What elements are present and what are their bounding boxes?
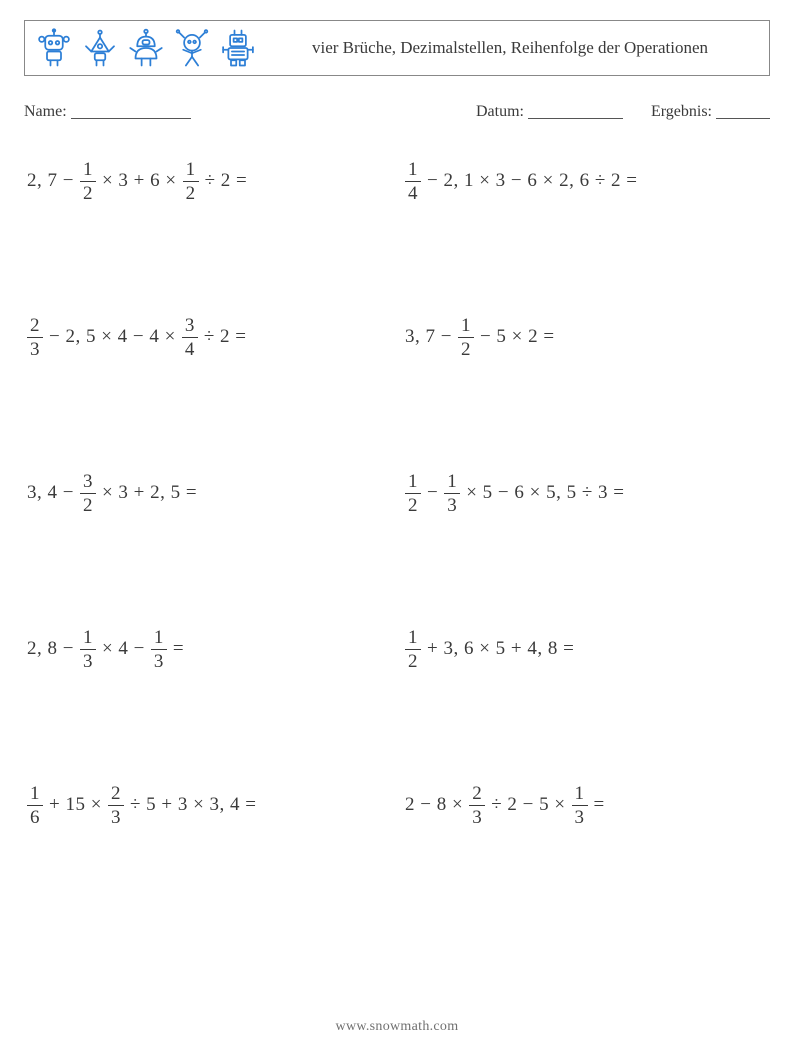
expr-text: 3, 7 − <box>402 326 455 348</box>
robot-icon <box>217 27 259 69</box>
fraction: 14 <box>405 160 421 203</box>
fraction-denominator: 3 <box>469 805 485 827</box>
fraction-numerator: 2 <box>27 316 43 337</box>
header-icons <box>33 27 259 69</box>
expr-text: 3, 4 − <box>24 482 77 504</box>
date-field: Datum: <box>476 100 623 121</box>
fraction: 13 <box>444 472 460 515</box>
problem: 2, 7 −12× 3 + 6 ×12÷ 2 = <box>24 156 392 206</box>
fraction-numerator: 1 <box>405 472 421 493</box>
expr-text: − 2, 5 × 4 − 4 × <box>46 326 179 348</box>
fraction-numerator: 1 <box>405 160 421 181</box>
expr-text: 2, 7 − <box>24 170 77 192</box>
problem: 2 − 8 ×23÷ 2 − 5 ×13= <box>402 780 770 830</box>
expr-text: ÷ 2 = <box>202 170 251 192</box>
fraction: 13 <box>572 784 588 827</box>
robot-icon <box>33 27 75 69</box>
fraction-numerator: 1 <box>80 628 96 649</box>
robot-icon <box>171 27 213 69</box>
robot-icon <box>125 27 167 69</box>
fraction-numerator: 3 <box>182 316 198 337</box>
fraction-denominator: 3 <box>27 337 43 359</box>
expr-text: + 15 × <box>46 794 105 816</box>
fraction-numerator: 1 <box>183 160 199 181</box>
footer-link: www.snowmath.com <box>0 1019 794 1035</box>
problem: 3, 4 −32× 3 + 2, 5 = <box>24 468 392 518</box>
expr-text: + 3, 6 × 5 + 4, 8 = <box>424 638 577 660</box>
fraction-numerator: 2 <box>469 784 485 805</box>
fraction: 23 <box>469 784 485 827</box>
problem: 12+ 3, 6 × 5 + 4, 8 = <box>402 624 770 674</box>
fraction: 12 <box>183 160 199 203</box>
date-blank <box>528 103 623 119</box>
fraction-denominator: 4 <box>182 337 198 359</box>
expr-text: 2 − 8 × <box>402 794 466 816</box>
result-label: Ergebnis: <box>651 103 712 120</box>
meta-row: Name: Datum: Ergebnis: <box>24 100 770 121</box>
fraction: 13 <box>151 628 167 671</box>
fraction-numerator: 1 <box>80 160 96 181</box>
expr-text: ÷ 2 = <box>201 326 250 348</box>
fraction: 13 <box>80 628 96 671</box>
fraction-denominator: 2 <box>183 181 199 203</box>
fraction: 12 <box>80 160 96 203</box>
fraction-denominator: 3 <box>108 805 124 827</box>
fraction: 32 <box>80 472 96 515</box>
fraction-numerator: 2 <box>108 784 124 805</box>
expr-text: = <box>591 794 608 816</box>
fraction: 12 <box>405 628 421 671</box>
problems-grid: 2, 7 −12× 3 + 6 ×12÷ 2 =14− 2, 1 × 3 − 6… <box>24 156 770 830</box>
fraction-denominator: 4 <box>405 181 421 203</box>
robot-icon <box>79 27 121 69</box>
expr-text: ÷ 5 + 3 × 3, 4 = <box>127 794 260 816</box>
fraction: 12 <box>458 316 474 359</box>
fraction-denominator: 2 <box>80 181 96 203</box>
fraction-denominator: 2 <box>405 649 421 671</box>
result-field: Ergebnis: <box>651 100 770 121</box>
worksheet-header: vier Brüche, Dezimalstellen, Reihenfolge… <box>24 20 770 76</box>
fraction-denominator: 3 <box>80 649 96 671</box>
expr-text: × 3 + 2, 5 = <box>99 482 200 504</box>
fraction: 34 <box>182 316 198 359</box>
fraction-numerator: 1 <box>27 784 43 805</box>
fraction-denominator: 3 <box>572 805 588 827</box>
fraction-denominator: 2 <box>405 493 421 515</box>
problem: 14− 2, 1 × 3 − 6 × 2, 6 ÷ 2 = <box>402 156 770 206</box>
name-field: Name: <box>24 100 476 121</box>
fraction: 16 <box>27 784 43 827</box>
result-blank <box>716 103 770 119</box>
expr-text: = <box>170 638 187 660</box>
date-label: Datum: <box>476 103 524 120</box>
fraction-denominator: 2 <box>458 337 474 359</box>
fraction: 23 <box>27 316 43 359</box>
worksheet-title: vier Brüche, Dezimalstellen, Reihenfolge… <box>259 37 761 59</box>
fraction-denominator: 6 <box>27 805 43 827</box>
expr-text: × 5 − 6 × 5, 5 ÷ 3 = <box>463 482 627 504</box>
problem: 23− 2, 5 × 4 − 4 ×34÷ 2 = <box>24 312 392 362</box>
problem: 16+ 15 ×23÷ 5 + 3 × 3, 4 = <box>24 780 392 830</box>
expr-text: ÷ 2 − 5 × <box>488 794 568 816</box>
fraction-numerator: 1 <box>572 784 588 805</box>
expr-text: − <box>424 482 441 504</box>
expr-text: − 2, 1 × 3 − 6 × 2, 6 ÷ 2 = <box>424 170 641 192</box>
name-blank <box>71 103 191 119</box>
fraction-numerator: 1 <box>405 628 421 649</box>
fraction-denominator: 3 <box>444 493 460 515</box>
expr-text: 2, 8 − <box>24 638 77 660</box>
fraction-denominator: 2 <box>80 493 96 515</box>
fraction: 23 <box>108 784 124 827</box>
expr-text: × 4 − <box>99 638 148 660</box>
fraction-numerator: 1 <box>151 628 167 649</box>
problem: 3, 7 −12− 5 × 2 = <box>402 312 770 362</box>
fraction-numerator: 1 <box>458 316 474 337</box>
expr-text: × 3 + 6 × <box>99 170 180 192</box>
expr-text: − 5 × 2 = <box>477 326 558 348</box>
name-label: Name: <box>24 103 67 120</box>
problem: 2, 8 −13× 4 −13= <box>24 624 392 674</box>
fraction-numerator: 3 <box>80 472 96 493</box>
fraction-numerator: 1 <box>444 472 460 493</box>
fraction-denominator: 3 <box>151 649 167 671</box>
fraction: 12 <box>405 472 421 515</box>
problem: 12−13× 5 − 6 × 5, 5 ÷ 3 = <box>402 468 770 518</box>
